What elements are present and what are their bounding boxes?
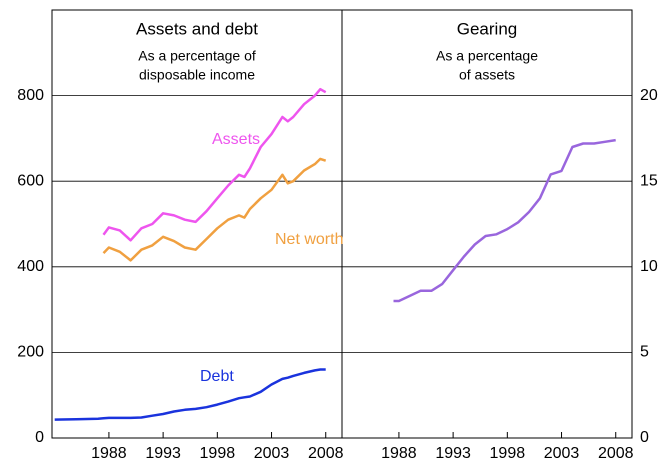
x-tick-label: 1998 — [200, 445, 236, 462]
panel-title: Assets and debt — [136, 19, 258, 38]
panel-subtitle: of assets — [459, 67, 515, 83]
panel-subtitle: disposable income — [139, 67, 255, 83]
x-tick-label: 2008 — [308, 445, 344, 462]
y-tick-label: 800 — [17, 87, 44, 104]
x-tick-label: 2008 — [598, 445, 634, 462]
panel-title: Gearing — [457, 19, 517, 38]
x-tick-label: 1988 — [91, 445, 127, 462]
x-tick-label: 1988 — [381, 445, 417, 462]
series-label: Net worth — [275, 231, 343, 248]
x-tick-label: 2003 — [254, 445, 290, 462]
y-tick-label: 20 — [640, 87, 658, 104]
series-line — [102, 157, 327, 262]
y-tick-label: 600 — [17, 172, 44, 189]
x-tick-label: 1998 — [490, 445, 526, 462]
series-label: Assets — [212, 131, 260, 148]
y-tick-label: 400 — [17, 258, 44, 275]
y-tick-label: 0 — [35, 429, 44, 446]
series-line — [393, 138, 616, 303]
y-tick-label: 10 — [640, 258, 658, 275]
x-tick-label: 1993 — [435, 445, 471, 462]
y-tick-label: 15 — [640, 172, 658, 189]
x-tick-label: 2003 — [544, 445, 580, 462]
x-tick-label: 1993 — [145, 445, 181, 462]
panel-subtitle: As a percentage — [436, 48, 538, 64]
series-line — [102, 87, 327, 242]
series-line — [54, 368, 326, 421]
panel-subtitle: As a percentage of — [138, 48, 256, 64]
y-tick-label: 0 — [640, 429, 649, 446]
y-tick-label: 5 — [640, 344, 649, 361]
y-tick-label: 200 — [17, 344, 44, 361]
series-label: Debt — [200, 368, 234, 385]
